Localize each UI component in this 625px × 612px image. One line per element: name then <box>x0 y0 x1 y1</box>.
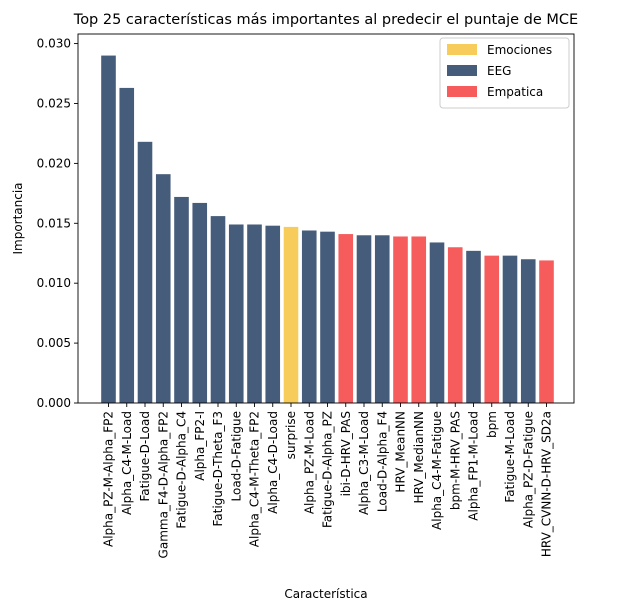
x-tick-label: Fatigue-D-Alpha_PZ <box>321 411 335 528</box>
chart-title: Top 25 características más importantes a… <box>73 12 578 28</box>
bar <box>192 202 208 403</box>
x-tick-label: Fatigue-D-Load <box>138 411 152 502</box>
x-tick-label: Fatigue-D-Alpha_C4 <box>175 411 189 529</box>
bar <box>210 216 226 403</box>
x-tick-label: HRV_MedianNN <box>412 411 426 504</box>
bar <box>174 196 189 403</box>
x-tick-label: HRV_CVNN-D-HRV_SD2a <box>540 411 554 557</box>
x-tick-label: Alpha_PZ-M-Load <box>302 411 316 514</box>
bar <box>393 236 408 403</box>
x-tick-label: Alpha_C4-M-Theta_FP2 <box>248 411 262 547</box>
x-tick-label: Alpha_FP1-M-Load <box>467 411 481 521</box>
x-tick-label: bpm <box>485 411 499 438</box>
legend-swatch <box>447 86 477 97</box>
plot-frame <box>77 33 575 404</box>
x-tick-label: Fatigue-D-Theta_F3 <box>211 411 225 527</box>
legend-label: Emociones <box>487 43 552 57</box>
y-tick-label: 0.000 <box>37 396 71 410</box>
bar <box>283 226 299 403</box>
bar <box>228 224 244 403</box>
y-tick-label: 0.015 <box>37 216 71 230</box>
bar <box>484 255 500 403</box>
bar <box>411 236 427 403</box>
x-tick-label: Load-D-Alpha_F4 <box>375 411 389 512</box>
x-tick-label: Alpha_C4-D-Load <box>266 411 280 514</box>
legend-label: EEG <box>487 64 511 78</box>
bar <box>265 225 281 403</box>
x-tick-label: surprise <box>284 411 298 459</box>
x-axis: Alpha_PZ-M-Alpha_FP2 Alpha_C4-M-Load Fatig… <box>102 403 554 558</box>
bar <box>338 234 354 403</box>
x-tick-label: Load-D-Fatigue <box>229 411 243 502</box>
y-tick-label: 0.020 <box>37 156 71 170</box>
x-tick-label: Alpha_PZ-D-Fatigue <box>521 411 535 528</box>
x-tick-label: Alpha_C4-M-Load <box>120 411 134 515</box>
bar <box>447 247 463 403</box>
legend-label: Empatica <box>487 85 543 99</box>
bar <box>466 250 481 403</box>
bar <box>137 141 153 403</box>
y-tick-label: 0.010 <box>37 276 71 290</box>
x-tick-label: Alpha_FP2-I <box>193 411 207 481</box>
bar <box>356 235 372 403</box>
legend: Emociones EEG Empatica <box>439 37 570 109</box>
legend-swatch <box>447 44 477 55</box>
bar <box>119 87 135 403</box>
bar <box>155 174 171 403</box>
y-axis: 0.000 0.005 0.010 0.015 0.020 0.025 0.030 <box>37 37 78 410</box>
x-tick-label: Alpha_C3-M-Load <box>357 411 371 515</box>
x-tick-label: Gamma_F4-D-Alpha_FP2 <box>156 411 170 558</box>
x-tick-label: Alpha_PZ-M-Alpha_FP2 <box>102 411 116 547</box>
y-tick-label: 0.005 <box>37 336 71 350</box>
bar <box>429 242 445 403</box>
x-tick-label: Alpha_C4-M-Fatigue <box>430 411 444 530</box>
bar <box>374 235 390 403</box>
x-tick-label: bpm-M-HRV_PAS <box>448 411 462 510</box>
bar <box>502 255 518 403</box>
y-axis-title: Importancia <box>11 182 25 254</box>
legend-swatch <box>447 65 477 76</box>
bar <box>247 224 262 403</box>
y-tick-label: 0.025 <box>37 96 71 110</box>
y-tick-label: 0.030 <box>37 37 71 51</box>
x-tick-label: ibi-D-HRV_PAS <box>339 411 353 496</box>
x-tick-label: HRV_MeanNN <box>394 411 408 493</box>
bar <box>301 230 317 403</box>
x-axis-title: Característica <box>284 587 367 601</box>
bar <box>539 260 554 403</box>
x-tick-label: Fatigue-M-Load <box>503 411 517 503</box>
bar <box>101 55 116 403</box>
bar <box>320 231 335 403</box>
bar <box>520 259 536 403</box>
bars <box>101 55 554 403</box>
